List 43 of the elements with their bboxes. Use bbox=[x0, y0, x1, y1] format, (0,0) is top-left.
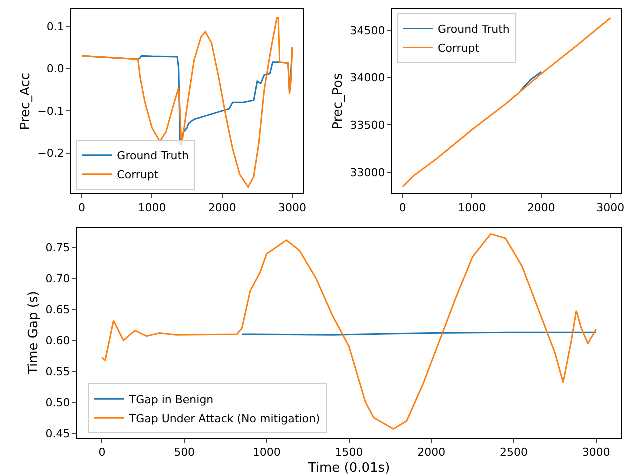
y-tick-label: 0.70 bbox=[46, 272, 70, 286]
x-tick-label: 2000 bbox=[527, 202, 556, 215]
legend-label: Corrupt bbox=[117, 168, 160, 182]
y-tick-label: 34000 bbox=[350, 72, 386, 85]
x-tick-label: 1000 bbox=[252, 446, 281, 459]
x-tick-label: 0 bbox=[98, 446, 106, 459]
x-tick-label: 3000 bbox=[278, 202, 307, 215]
legend-label: Ground Truth bbox=[117, 150, 190, 163]
x-tick-label: 0 bbox=[399, 202, 406, 215]
y-tick-label: 33500 bbox=[350, 119, 386, 132]
x-tick-label: 2000 bbox=[418, 446, 446, 459]
y-axis-title: Prec_Acc bbox=[18, 72, 34, 130]
y-tick-label: 0.75 bbox=[46, 242, 70, 255]
x-tick-label: 2000 bbox=[208, 202, 236, 215]
y-tick-label: 0.0 bbox=[46, 62, 64, 76]
x-tick-label: 2500 bbox=[500, 446, 528, 459]
line-series bbox=[81, 17, 294, 188]
x-axis-title: Time (0.01s) bbox=[307, 461, 390, 476]
x-tick-label: 3000 bbox=[582, 446, 610, 459]
x-tick-label: 1000 bbox=[458, 202, 486, 215]
y-axis-title: Prec_Pos bbox=[331, 73, 346, 130]
x-tick-label: 1500 bbox=[335, 446, 364, 459]
y-tick-label: 0.50 bbox=[46, 396, 70, 410]
y-tick-label: 0.45 bbox=[46, 427, 70, 440]
x-tick-label: 3000 bbox=[596, 202, 625, 215]
legend-label: TGap Under Attack (No mitigation) bbox=[128, 412, 320, 426]
y-tick-label: 0.65 bbox=[46, 304, 70, 317]
line-series bbox=[101, 233, 598, 430]
legend-label: Corrupt bbox=[438, 42, 480, 56]
x-tick-label: 1000 bbox=[138, 202, 166, 215]
line-series bbox=[402, 17, 612, 188]
x-tick-label: 0 bbox=[78, 202, 86, 215]
y-axis-title: Time Gap (s) bbox=[26, 291, 42, 376]
y-tick-label: −0.2 bbox=[38, 147, 64, 160]
y-tick-label: 0.55 bbox=[46, 365, 70, 378]
y-tick-label: 33000 bbox=[350, 166, 386, 180]
legend-label: Ground Truth bbox=[438, 23, 510, 36]
y-tick-label: 34500 bbox=[350, 24, 386, 38]
y-tick-label: 0.1 bbox=[46, 20, 64, 34]
x-tick-label: 500 bbox=[174, 446, 196, 459]
y-tick-label: 0.60 bbox=[46, 334, 70, 348]
legend-label: TGap in Benign bbox=[128, 393, 214, 406]
y-tick-label: −0.1 bbox=[38, 104, 64, 118]
